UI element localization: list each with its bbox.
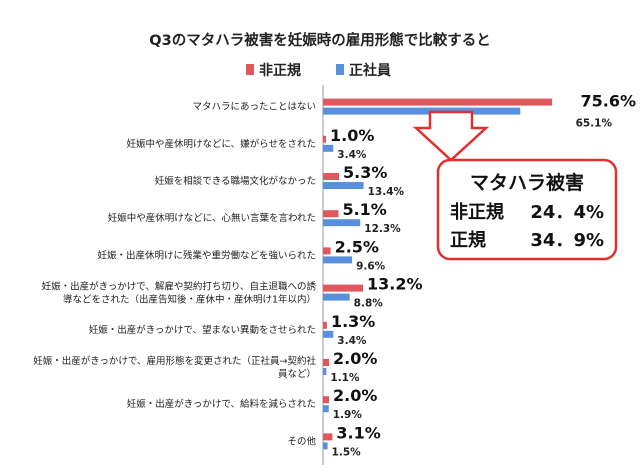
category-label: 員など） <box>278 368 316 380</box>
bar-regular <box>323 442 328 450</box>
value-label-regular: 3.4% <box>337 335 367 347</box>
value-label-irregular: 2.0% <box>333 349 377 368</box>
legend-swatch-regular <box>336 64 344 75</box>
bar-regular <box>323 293 350 301</box>
bar-regular <box>323 219 361 227</box>
value-label-regular: 65.1% <box>576 118 613 130</box>
category-label: 妊娠・出産休明けに残業や重労働などを強いられた <box>97 249 316 261</box>
bar-irregular <box>323 321 327 329</box>
value-label-regular: 1.1% <box>330 372 360 384</box>
bar-irregular <box>323 247 331 255</box>
value-label-regular: 1.9% <box>333 409 363 421</box>
value-label-irregular: 1.0% <box>330 126 374 145</box>
bar-irregular <box>323 135 327 143</box>
bar-irregular <box>323 173 340 180</box>
value-label-irregular: 2.5% <box>335 237 379 256</box>
bar-irregular <box>323 433 333 441</box>
value-label-irregular: 3.1% <box>336 423 380 442</box>
value-label-irregular: 5.3% <box>343 163 387 182</box>
bar-regular <box>323 107 521 115</box>
bar-regular <box>323 330 334 338</box>
callout-border <box>436 158 618 261</box>
callout-row-regular-label: 正規 <box>450 230 486 251</box>
value-labels: 75.6% 65.1% 1.0% 3.4% 5.3% 13.4% 5.1% 12.3% 2.5%… <box>330 92 636 459</box>
category-label: マタハラにあったことはない <box>192 102 316 113</box>
bar-regular <box>323 256 353 264</box>
bar-irregular <box>323 359 330 366</box>
callout-title: マタハラ被害 <box>470 171 584 194</box>
legend-label-irregular: 非正規 <box>259 62 301 79</box>
value-label-regular: 12.3% <box>364 223 401 235</box>
category-label: 妊娠・出産がきっかけで、雇用形態を変更された（正社員→契約社 <box>33 355 316 367</box>
category-label: 妊娠・出産がきっかけで、望まない異動をさせられた <box>89 324 316 336</box>
value-label-irregular: 5.1% <box>342 200 386 219</box>
category-labels: マタハラにあったことはない妊娠中や産休明けなどに、嫌がらせをされた妊娠を相談でき… <box>33 102 316 448</box>
category-label: 妊娠・出産がきっかけで、給料を減らされた <box>127 398 316 410</box>
chart-title: Q3のマタハラ被害を妊娠時の雇用形態で比較すると <box>149 31 490 49</box>
legend-swatch-irregular <box>246 64 254 75</box>
category-label: 導などをされた（出産告知後・産休中・産休明け1年以内） <box>63 294 316 306</box>
legend-label-regular: 正社員 <box>349 62 391 79</box>
value-label-regular: 13.4% <box>368 186 405 198</box>
value-label-irregular: 13.2% <box>367 275 423 294</box>
category-label: 妊娠を相談できる職場文化がなかった <box>155 175 316 187</box>
bar-irregular <box>323 284 363 292</box>
value-label-regular: 8.8% <box>354 298 384 310</box>
callout-row-irregular-value: 24．4% <box>530 202 604 223</box>
bar-regular <box>323 405 329 413</box>
callout-box: マタハラ被害 非正規 24．4% 正規 34．9% <box>436 158 618 261</box>
bar-irregular <box>323 98 553 106</box>
callout-row-regular-value: 34．9% <box>530 230 604 251</box>
bar-regular <box>323 182 364 189</box>
category-label: 妊娠中や産休明けなどに、嫌がらせをされた <box>126 138 316 150</box>
value-label-irregular: 1.3% <box>331 312 375 331</box>
value-label-irregular: 2.0% <box>333 386 377 405</box>
bar-irregular <box>323 210 339 218</box>
legend: 非正規 正社員 <box>246 62 391 79</box>
bar-regular <box>323 144 334 152</box>
bars <box>323 98 553 450</box>
bar-regular <box>323 368 327 375</box>
category-label: その他 <box>287 435 316 447</box>
value-label-regular: 9.6% <box>356 260 386 272</box>
value-label-regular: 1.5% <box>332 446 362 458</box>
value-label-regular: 3.4% <box>337 149 367 161</box>
category-label: 妊娠中や産休明けなどに、心無い言葉を言われた <box>108 212 316 224</box>
arrow-down-icon <box>412 110 490 162</box>
category-label: 妊娠・出産がきっかけで、解雇や契約打ち切り、自主退職への誘 <box>42 281 317 293</box>
bar-irregular <box>323 396 330 404</box>
value-label-irregular: 75.6% <box>580 92 636 111</box>
callout-row-irregular-label: 非正規 <box>450 201 504 223</box>
